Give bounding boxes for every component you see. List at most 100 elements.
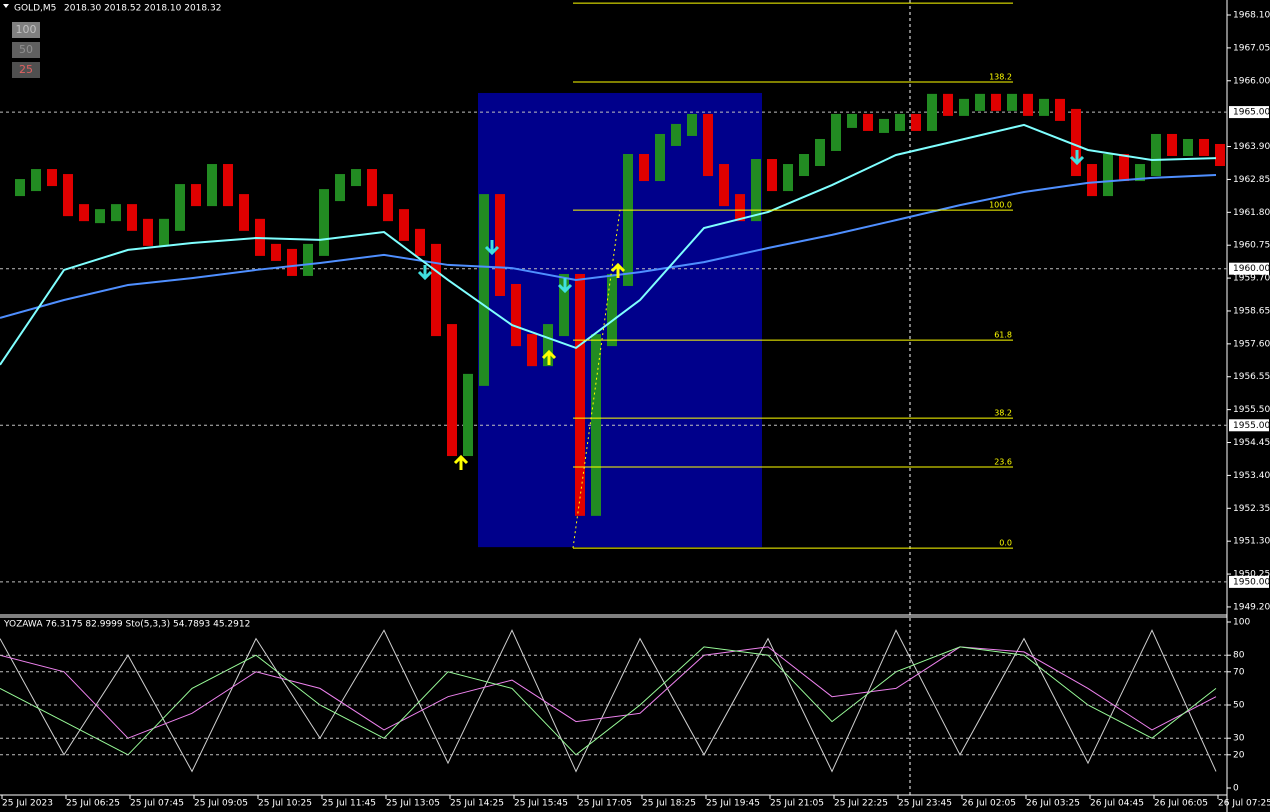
price-bar <box>175 184 185 231</box>
price-bar <box>303 243 313 276</box>
price-label: 1968.10 <box>1233 11 1270 21</box>
time-label: 25 Jul 21:05 <box>770 799 824 809</box>
time-label: 26 Jul 04:45 <box>1090 799 1144 809</box>
level-box <box>1229 262 1269 275</box>
time-label: 26 Jul 02:05 <box>962 799 1016 809</box>
button[interactable] <box>12 62 40 78</box>
price-bar <box>543 324 553 367</box>
osc-tick-label: 80 <box>1233 651 1245 661</box>
price-label: 1950.25 <box>1233 570 1270 580</box>
price-bar <box>1151 133 1161 177</box>
price-bar <box>783 164 793 192</box>
price-bar <box>1103 154 1113 197</box>
price-label: 1962.85 <box>1233 175 1270 185</box>
oscillator-label: YOZAWA 76.3175 82.9999 Sto(5,3,3) 54.789… <box>3 620 250 630</box>
price-bar <box>943 93 953 116</box>
time-label: 25 Jul 2023 <box>2 799 53 809</box>
osc-tick-label: 50 <box>1233 701 1245 711</box>
price-bar <box>975 93 985 111</box>
price-bar <box>367 169 377 207</box>
price-bar <box>351 169 361 187</box>
ma-fast <box>0 123 1217 366</box>
price-bar <box>751 159 761 222</box>
osc-tick-label: 70 <box>1233 667 1245 677</box>
button[interactable] <box>12 22 40 38</box>
osc-tick-label: 0 <box>1233 784 1239 794</box>
time-label: 25 Jul 11:45 <box>322 799 376 809</box>
price-bar <box>607 273 617 347</box>
zoom-buttons: 100 50 25 <box>12 22 40 78</box>
price-bar <box>655 133 665 182</box>
time-label: 25 Jul 22:25 <box>834 799 888 809</box>
price-bar <box>191 184 201 207</box>
time-label: 25 Jul 06:25 <box>66 799 120 809</box>
price-bar <box>927 93 937 131</box>
price-label: 1953.40 <box>1233 471 1270 481</box>
osc-tick-label: 20 <box>1233 750 1245 760</box>
price-bar <box>271 243 281 261</box>
price-bar <box>1087 164 1097 197</box>
time-label: 25 Jul 15:45 <box>514 799 568 809</box>
price-bar <box>1007 93 1017 111</box>
price-bar <box>431 243 441 337</box>
price-bar <box>63 174 73 217</box>
price-label: 1958.65 <box>1233 306 1270 316</box>
price-label: 1967.05 <box>1233 43 1270 53</box>
price-bar <box>415 228 425 256</box>
price-bar <box>671 123 681 146</box>
symbol: GOLD,M5 <box>14 4 56 14</box>
osc-tick-label: 30 <box>1233 734 1245 744</box>
sell-arrow <box>557 278 573 294</box>
buy-arrow <box>610 262 626 278</box>
price-bar <box>815 138 825 167</box>
fibo-trend <box>572 210 621 549</box>
price-bar <box>1119 154 1129 182</box>
time-label: 25 Jul 10:25 <box>258 799 312 809</box>
price-label: 1952.35 <box>1233 504 1270 514</box>
price-bar <box>799 154 809 177</box>
price-bar <box>31 169 41 192</box>
price-label: 1954.45 <box>1233 438 1270 448</box>
level-label: 1960.00 <box>1233 264 1270 274</box>
button[interactable] <box>12 42 40 58</box>
price-bar <box>319 189 329 256</box>
time-label: 26 Jul 07:25 <box>1218 799 1270 809</box>
fibo-label: 0.0 <box>999 539 1012 548</box>
level-label: 1965.00 <box>1233 108 1270 118</box>
price-bar <box>79 204 89 222</box>
ma-slow <box>0 174 1217 319</box>
price-bar <box>1023 93 1033 116</box>
price-bar <box>991 93 1001 111</box>
sell-arrow <box>484 240 500 256</box>
price-label: 1963.90 <box>1233 142 1270 152</box>
ohlc: 2018.30 2018.52 2018.10 2018.32 <box>64 4 221 14</box>
osc-signal <box>0 646 1217 739</box>
price-bar <box>831 113 841 151</box>
price-bar <box>1039 98 1049 116</box>
price-bar <box>399 209 409 241</box>
time-label: 26 Jul 06:05 <box>1154 799 1208 809</box>
sell-arrow <box>1069 150 1085 166</box>
price-bar <box>383 194 393 222</box>
price-bar <box>447 324 457 457</box>
osc-main <box>0 646 1217 756</box>
buy-arrow <box>541 349 557 365</box>
level-box <box>1229 575 1269 588</box>
time-label: 26 Jul 03:25 <box>1026 799 1080 809</box>
price-bar <box>623 154 633 286</box>
price-bar <box>879 118 889 133</box>
price-bar <box>847 113 857 128</box>
menu-triangle <box>3 4 9 8</box>
fibo-label: 100.0 <box>989 201 1012 210</box>
price-bar <box>143 218 153 246</box>
price-bar <box>1167 133 1177 156</box>
price-bar <box>1055 98 1065 121</box>
price-bar <box>639 154 649 182</box>
price-bar <box>687 113 697 136</box>
price-label: 1949.20 <box>1233 602 1270 612</box>
fibo-label: 38.2 <box>994 409 1012 418</box>
time-label: 25 Jul 14:25 <box>450 799 504 809</box>
level-box <box>1229 106 1269 119</box>
price-label: 1961.80 <box>1233 208 1270 218</box>
